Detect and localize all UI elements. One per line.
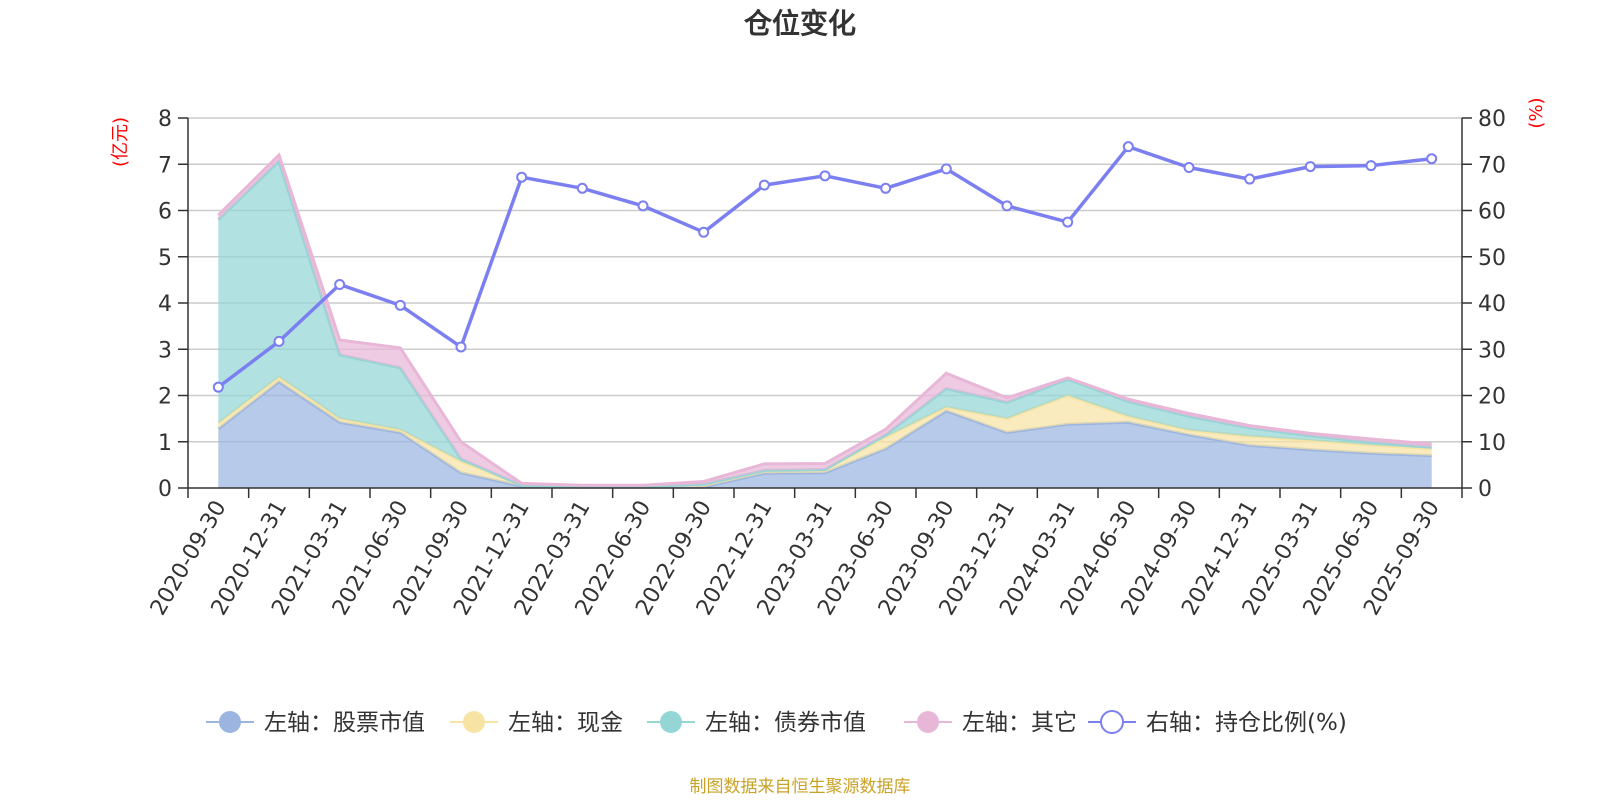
legend-marker: [463, 711, 485, 733]
legend-label: 右轴：持仓比例(%): [1146, 710, 1347, 736]
ratio-point: [880, 182, 892, 194]
legend: 左轴：股票市值 左轴：现金 左轴：债券市值 左轴：其它 右轴：持仓比例(%): [206, 710, 1347, 736]
ratio-point: [1304, 161, 1316, 173]
right-axis-tick-label: 10: [1478, 431, 1506, 456]
left-axis-tick-label: 5: [158, 246, 172, 271]
ratio-point: [394, 299, 406, 311]
source-note: 制图数据来自恒生聚源数据库: [690, 777, 911, 797]
right-axis-tick-label: 80: [1478, 107, 1506, 132]
ratio-point: [455, 341, 467, 353]
stacked-areas: [217, 152, 1432, 489]
ratio-point: [576, 182, 588, 194]
ratio-point: [637, 200, 649, 212]
right-axis-tick-label: 40: [1478, 292, 1506, 317]
area-左轴：债券市值: [218, 161, 1432, 487]
area-左轴：现金: [218, 377, 1432, 488]
left-axis-unit-label: (亿元): [110, 117, 131, 167]
legend-marker: [1100, 710, 1124, 734]
legend-marker: [219, 711, 241, 733]
legend-label: 左轴：股票市值: [264, 710, 425, 736]
ratio-point: [516, 171, 528, 183]
left-axis-tick-label: 3: [158, 338, 172, 363]
left-axis-tick-label: 2: [158, 385, 172, 410]
ratio-point: [1001, 200, 1013, 212]
ratio-point: [1062, 216, 1074, 228]
right-axis-tick-label: 30: [1478, 338, 1506, 363]
right-axis-tick-label: 0: [1478, 477, 1492, 502]
right-axis-unit-label: (%): [1526, 97, 1547, 128]
right-axis-tick-label: 20: [1478, 385, 1506, 410]
left-axis-tick-label: 0: [158, 477, 172, 502]
area-左轴：股票市值: [218, 381, 1432, 488]
ratio-point: [1183, 161, 1195, 173]
ratio-point: [698, 226, 710, 238]
ratio-point: [1365, 160, 1377, 172]
left-axis-tick-label: 4: [158, 292, 172, 317]
legend-marker: [660, 711, 682, 733]
area-edge-左轴：其它: [217, 152, 1432, 487]
left-axis-tick-label: 8: [158, 107, 172, 132]
left-axis-tick-label: 1: [158, 431, 172, 456]
ratio-point: [940, 163, 952, 175]
left-axis-tick-label: 6: [158, 200, 172, 225]
ratio-point: [212, 381, 224, 393]
ratio-point: [334, 279, 346, 290]
ratio-point: [273, 335, 285, 347]
right-axis-tick-label: 60: [1478, 200, 1506, 225]
ratio-point: [819, 170, 831, 182]
legend-label: 左轴：现金: [508, 710, 623, 736]
ratio-point: [1426, 153, 1438, 165]
right-axis-tick-label: 70: [1478, 153, 1506, 178]
ratio-line-series: [212, 141, 1438, 393]
legend-label: 左轴：债券市值: [705, 710, 866, 736]
ratio-point: [1122, 141, 1134, 153]
left-axis-tick-label: 7: [158, 153, 172, 178]
legend-label: 左轴：其它: [962, 710, 1077, 736]
right-axis-tick-label: 50: [1478, 246, 1506, 271]
chart-title: 仓位变化: [744, 7, 856, 40]
ratio-point: [1244, 173, 1256, 185]
ratio-point: [758, 179, 770, 191]
legend-marker: [917, 711, 939, 733]
